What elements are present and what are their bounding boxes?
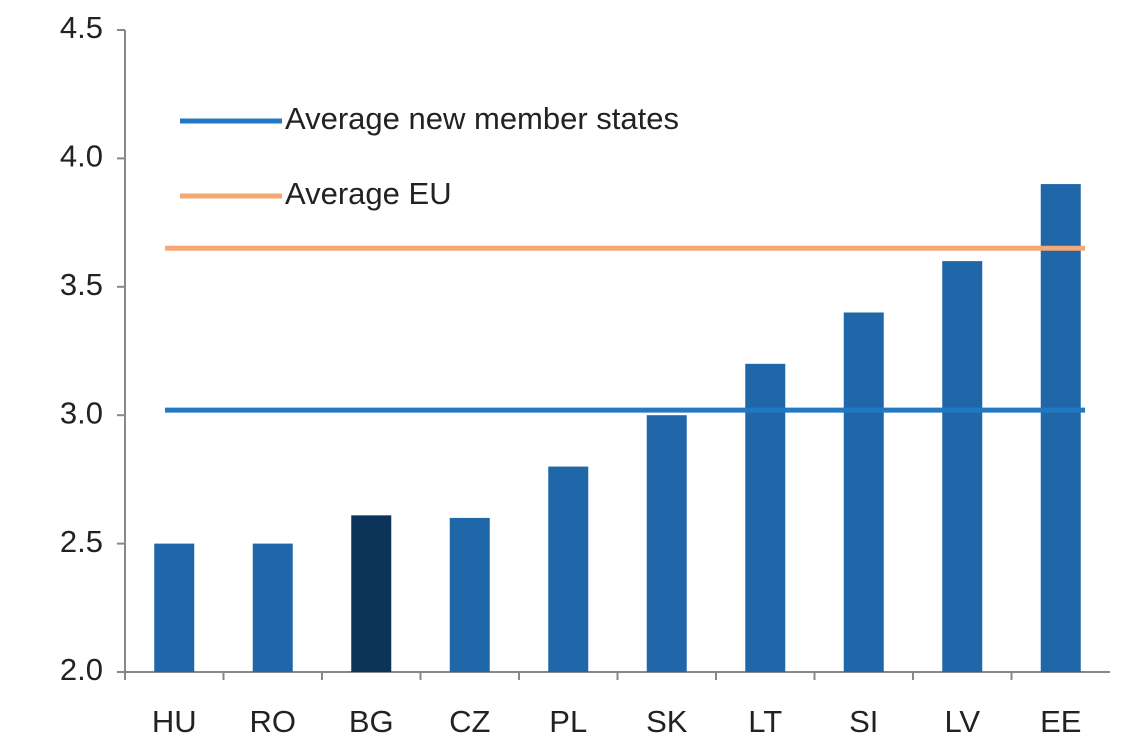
bar xyxy=(1040,184,1081,672)
x-tick-label: HU xyxy=(152,704,197,739)
legend-label: Average EU xyxy=(285,176,452,211)
y-tick-label: 3.5 xyxy=(60,267,103,302)
y-tick-label: 3.0 xyxy=(60,395,103,430)
bar xyxy=(843,312,884,672)
y-tick-label: 2.5 xyxy=(60,524,103,559)
bar xyxy=(548,466,589,672)
y-tick-label: 4.5 xyxy=(60,10,103,45)
x-tick-label: LT xyxy=(748,704,782,739)
bar xyxy=(154,543,195,672)
bar xyxy=(252,543,293,672)
bar xyxy=(646,415,687,672)
legend-label: Average new member states xyxy=(285,101,679,136)
x-tick-label: SI xyxy=(849,704,878,739)
x-tick-label: EE xyxy=(1040,704,1081,739)
y-tick-label: 2.0 xyxy=(60,652,103,687)
x-tick-label: LV xyxy=(944,704,980,739)
x-tick-label: PL xyxy=(549,704,587,739)
bar xyxy=(351,515,392,672)
bar xyxy=(942,261,983,672)
x-tick-label: BG xyxy=(349,704,394,739)
x-tick-label: CZ xyxy=(449,704,490,739)
x-tick-label: SK xyxy=(646,704,688,739)
x-tick-label: RO xyxy=(250,704,297,739)
y-tick-label: 4.0 xyxy=(60,139,103,174)
bar xyxy=(449,517,490,672)
bar xyxy=(745,363,786,672)
